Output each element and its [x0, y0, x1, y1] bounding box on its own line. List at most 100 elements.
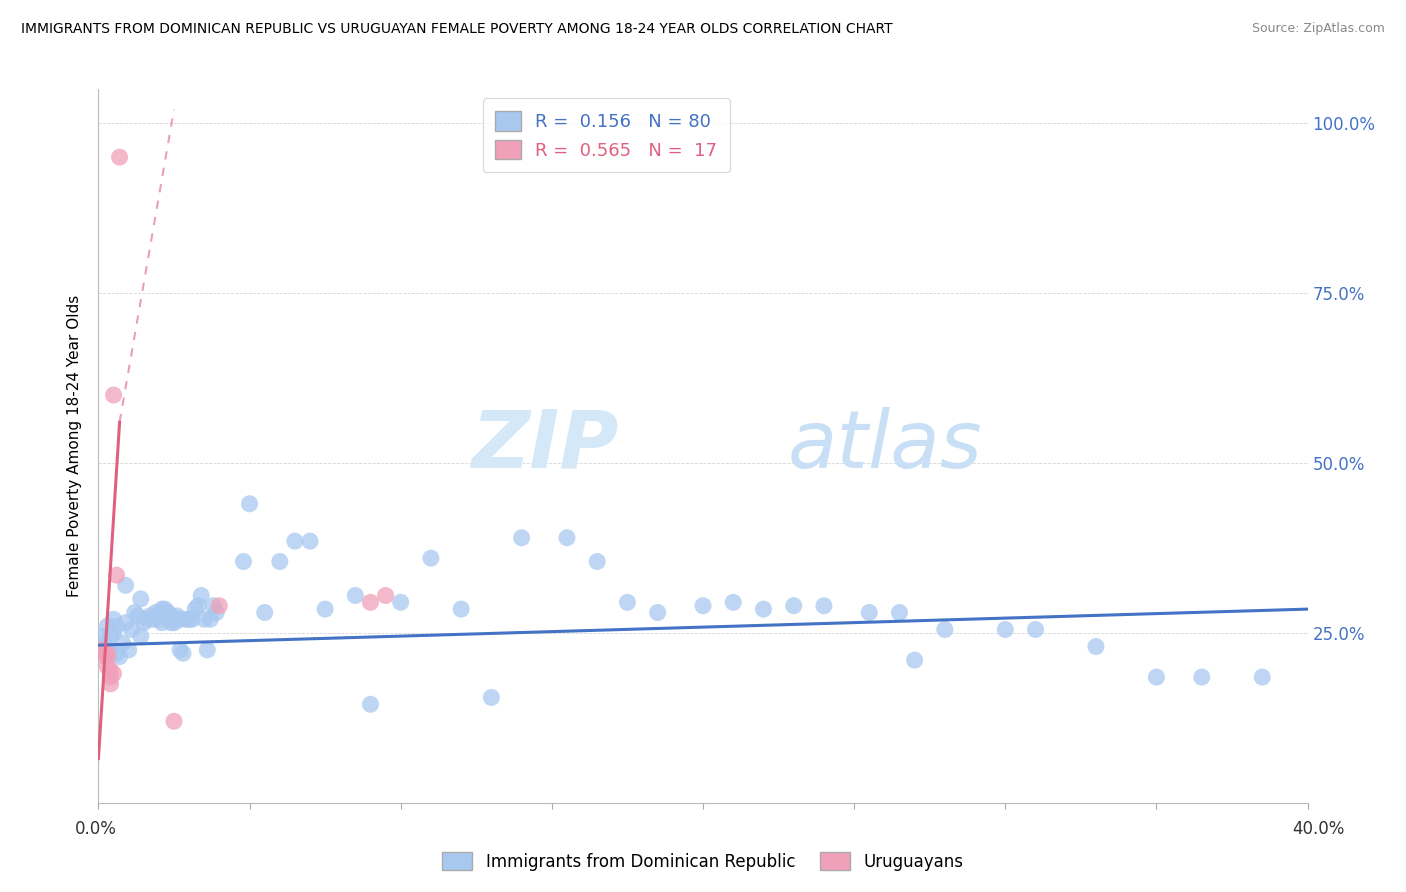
Point: [187, 599, 209, 613]
Point: [118, 643, 141, 657]
Point: [100, 663, 122, 677]
Point: [314, 602, 336, 616]
Point: [1191, 670, 1213, 684]
Point: [813, 599, 835, 613]
Point: [124, 606, 146, 620]
Point: [172, 646, 194, 660]
Point: [510, 531, 533, 545]
Point: [555, 531, 578, 545]
Point: [150, 615, 173, 630]
Point: [181, 612, 204, 626]
Point: [96, 646, 118, 660]
Point: [169, 643, 191, 657]
Point: [153, 602, 176, 616]
Point: [1251, 670, 1274, 684]
Point: [169, 612, 191, 626]
Point: [100, 677, 122, 691]
Point: [163, 615, 186, 630]
Point: [360, 698, 382, 712]
Point: [111, 636, 134, 650]
Point: [90, 629, 112, 643]
Point: [145, 606, 167, 620]
Point: [174, 612, 197, 626]
Point: [184, 602, 207, 616]
Point: [160, 608, 183, 623]
Point: [96, 619, 118, 633]
Point: [1024, 623, 1046, 637]
Text: Source: ZipAtlas.com: Source: ZipAtlas.com: [1251, 22, 1385, 36]
Text: 0.0%: 0.0%: [75, 820, 117, 838]
Point: [100, 643, 122, 657]
Point: [858, 606, 880, 620]
Point: [232, 555, 254, 569]
Point: [93, 646, 115, 660]
Point: [344, 589, 367, 603]
Point: [783, 599, 806, 613]
Point: [200, 612, 222, 626]
Point: [253, 606, 276, 620]
Point: [163, 714, 186, 729]
Legend: R =  0.156   N = 80, R =  0.565   N =  17: R = 0.156 N = 80, R = 0.565 N = 17: [482, 98, 730, 172]
Point: [166, 608, 188, 623]
Point: [135, 612, 157, 626]
Point: [586, 555, 609, 569]
Point: [90, 643, 112, 657]
Point: [374, 589, 396, 603]
Point: [100, 629, 122, 643]
Text: ZIP: ZIP: [471, 407, 619, 485]
Point: [114, 578, 136, 592]
Point: [93, 636, 115, 650]
Point: [195, 643, 218, 657]
Point: [114, 615, 136, 630]
Point: [239, 497, 262, 511]
Point: [139, 608, 162, 623]
Point: [299, 534, 322, 549]
Point: [904, 653, 927, 667]
Point: [1085, 640, 1108, 654]
Point: [103, 388, 125, 402]
Point: [132, 615, 155, 630]
Point: [121, 623, 143, 637]
Point: [105, 619, 128, 633]
Y-axis label: Female Poverty Among 18-24 Year Olds: Female Poverty Among 18-24 Year Olds: [67, 295, 83, 597]
Point: [450, 602, 472, 616]
Point: [179, 612, 201, 626]
Point: [752, 602, 775, 616]
Point: [616, 595, 638, 609]
Point: [208, 599, 231, 613]
Point: [105, 646, 128, 660]
Point: [142, 612, 165, 626]
Point: [647, 606, 669, 620]
Point: [103, 626, 125, 640]
Point: [105, 568, 128, 582]
Text: IMMIGRANTS FROM DOMINICAN REPUBLIC VS URUGUAYAN FEMALE POVERTY AMONG 18-24 YEAR : IMMIGRANTS FROM DOMINICAN REPUBLIC VS UR…: [21, 22, 893, 37]
Point: [193, 612, 215, 626]
Point: [360, 595, 382, 609]
Point: [108, 649, 131, 664]
Point: [127, 608, 149, 623]
Point: [205, 606, 228, 620]
Point: [202, 599, 225, 613]
Point: [148, 612, 170, 626]
Point: [108, 150, 131, 164]
Point: [129, 629, 152, 643]
Point: [934, 623, 956, 637]
Point: [150, 602, 173, 616]
Legend: Immigrants from Dominican Republic, Uruguayans: Immigrants from Dominican Republic, Urug…: [434, 844, 972, 880]
Point: [269, 555, 291, 569]
Point: [389, 595, 412, 609]
Point: [100, 670, 122, 684]
Point: [93, 649, 115, 664]
Point: [96, 649, 118, 664]
Point: [889, 606, 911, 620]
Point: [129, 591, 152, 606]
Point: [994, 623, 1017, 637]
Point: [190, 589, 212, 603]
Point: [96, 660, 118, 674]
Point: [160, 615, 183, 630]
Point: [1144, 670, 1167, 684]
Point: [723, 595, 745, 609]
Text: atlas: atlas: [787, 407, 983, 485]
Text: 40.0%: 40.0%: [1292, 820, 1346, 838]
Point: [284, 534, 307, 549]
